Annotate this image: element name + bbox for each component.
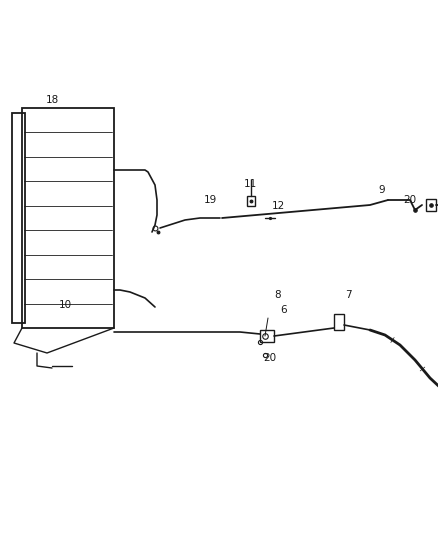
Text: 7: 7 [345,290,351,300]
Bar [334,314,344,330]
Text: 20: 20 [263,353,276,363]
Text: 19: 19 [203,195,217,205]
Text: 8: 8 [275,290,281,300]
Bar [247,196,255,206]
Text: 10: 10 [58,300,71,310]
Text: 6: 6 [281,305,287,315]
Bar [12,113,25,323]
Text: 12: 12 [272,201,285,211]
Bar [260,330,274,342]
Text: 9: 9 [379,185,385,195]
Text: 18: 18 [46,95,59,105]
Text: 20: 20 [403,195,417,205]
Text: 11: 11 [244,179,257,189]
Bar [426,199,436,211]
Bar [22,108,114,328]
